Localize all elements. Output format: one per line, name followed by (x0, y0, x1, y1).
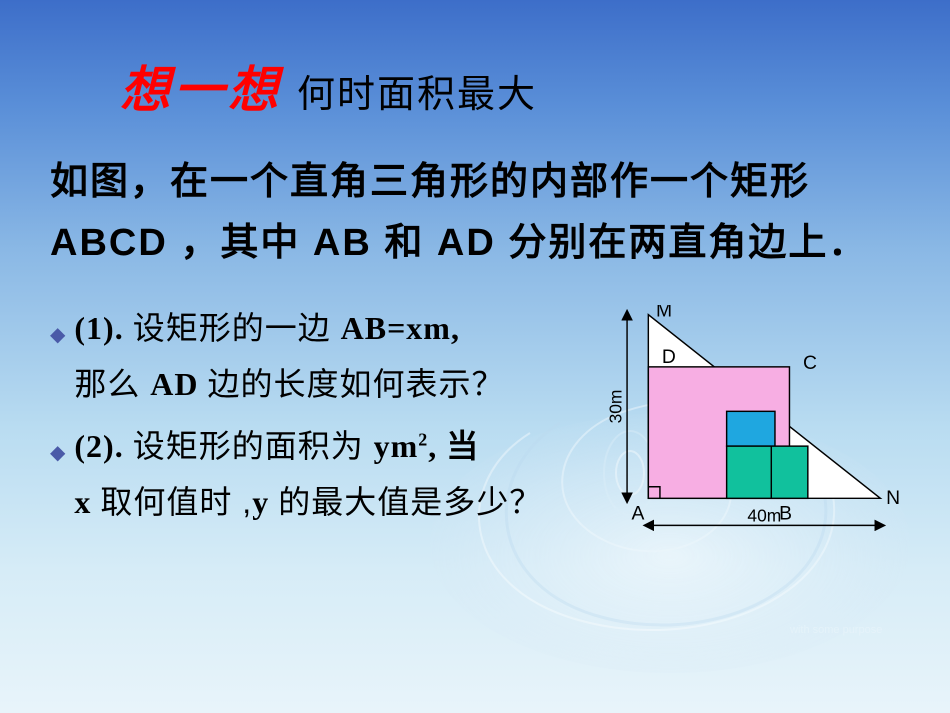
problem-statement: 如图，在一个直角三角形的内部作一个矩形ABCD ，其中 AB 和 AD 分别在两… (50, 152, 900, 274)
header-red: 想一想 (120, 50, 282, 122)
svg-text:B: B (779, 503, 792, 524)
svg-text:40m: 40m (747, 505, 781, 525)
svg-text:with some purpose: with some purpose (789, 624, 882, 636)
svg-text:M: M (656, 305, 672, 322)
svg-text:D: D (662, 347, 676, 368)
question-1: ◆ (1). 设矩形的一边 AB=xm, 那么 AD 边的长度如何表示？ (50, 300, 570, 412)
bullet-icon: ◆ (50, 436, 66, 471)
svg-text:N: N (886, 488, 900, 509)
svg-text:A: A (632, 503, 645, 524)
triangle-diagram: 30m 40m M N A B C D (590, 300, 900, 542)
svg-text:30m: 30m (605, 389, 625, 423)
svg-text:C: C (803, 352, 817, 373)
header-black: 何时面积最大 (297, 63, 537, 118)
question-2: ◆ (2). 设矩形的面积为 ym2, 当 x 取何值时 ,y 的最大值是多少？ (50, 418, 570, 530)
bullet-icon: ◆ (50, 318, 66, 353)
